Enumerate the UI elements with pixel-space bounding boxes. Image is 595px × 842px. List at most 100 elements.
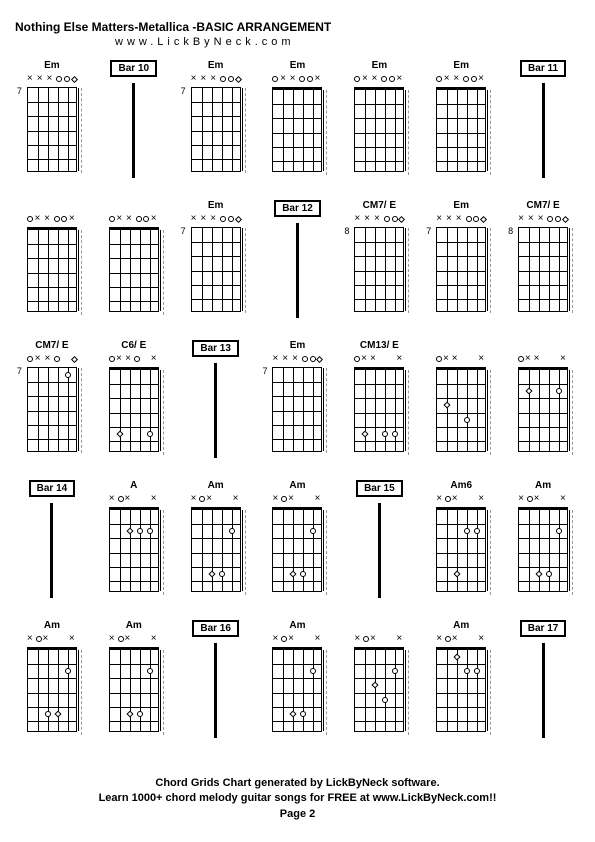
string-marker	[272, 636, 280, 644]
markers-row	[272, 496, 322, 506]
string-marker	[361, 356, 369, 364]
string-marker	[27, 216, 33, 222]
markers-row	[191, 216, 241, 226]
string-marker	[452, 356, 460, 364]
finger-dot	[219, 571, 225, 577]
bar-label: Bar 16	[192, 620, 239, 637]
fretboard	[272, 87, 322, 172]
string-marker	[452, 496, 460, 504]
markers-row	[518, 216, 568, 226]
markers-row	[27, 76, 77, 86]
bar-label: Bar 12	[274, 200, 321, 217]
string-marker	[354, 216, 362, 224]
finger-dot	[126, 528, 133, 535]
string-marker	[272, 496, 280, 504]
string-marker	[560, 496, 568, 504]
finger-dot	[444, 402, 451, 409]
chord-cell: Am	[97, 620, 171, 748]
string-marker	[228, 76, 234, 82]
chord-label: Em	[44, 60, 60, 74]
page-title: Nothing Else Matters-Metallica -BASIC AR…	[15, 20, 580, 34]
markers-row	[436, 356, 486, 366]
fret-position: 7	[181, 86, 186, 96]
fret-position: 7	[17, 86, 22, 96]
chord-cell: Em7	[179, 200, 253, 328]
fret-position: 7	[181, 226, 186, 236]
chord-diagram: 7	[272, 356, 322, 452]
fret-position: 7	[426, 226, 431, 236]
finger-dot	[147, 431, 153, 437]
string-marker	[125, 356, 133, 364]
fretboard	[436, 227, 486, 312]
string-marker	[215, 496, 223, 504]
page-url: www.LickByNeck.com	[115, 36, 580, 48]
chord-diagram	[436, 76, 486, 172]
string-marker	[69, 636, 77, 644]
string-marker	[297, 496, 305, 504]
markers-row	[354, 356, 404, 366]
fretboard	[109, 647, 159, 732]
chord-label: Em	[453, 200, 469, 214]
fret-position: 8	[508, 226, 513, 236]
chord-cell: Am6	[424, 480, 498, 608]
string-marker	[235, 76, 242, 83]
bar-line	[542, 83, 545, 178]
chord-cell	[97, 200, 171, 328]
footer-line2: Learn 1000+ chord melody guitar songs fo…	[0, 791, 595, 806]
chord-label: Am6	[450, 480, 472, 494]
markers-row	[436, 636, 486, 646]
string-marker	[379, 356, 387, 364]
string-marker	[436, 496, 444, 504]
chord-cell: Em7	[179, 60, 253, 188]
chord-label: CM7/ E	[526, 200, 559, 214]
finger-dot	[392, 668, 398, 674]
bar-label: Bar 15	[356, 480, 403, 497]
string-marker	[396, 636, 404, 644]
finger-dot	[147, 528, 153, 534]
chord-cell: Em 7	[15, 60, 89, 188]
string-marker	[307, 76, 313, 82]
chord-label: CM7/ E	[35, 340, 68, 354]
string-marker	[364, 216, 372, 224]
string-marker	[151, 496, 159, 504]
chord-cell: Em	[424, 60, 498, 188]
fretboard	[27, 647, 77, 732]
markers-row	[354, 636, 404, 646]
fretboard	[518, 227, 568, 312]
bar-line	[50, 503, 53, 598]
string-marker	[143, 216, 149, 222]
bar-marker: Bar 11	[506, 60, 580, 188]
bar-marker: Bar 15	[342, 480, 416, 608]
finger-dot	[65, 668, 71, 674]
string-marker	[109, 496, 117, 504]
fretboard	[109, 507, 159, 592]
string-marker	[306, 496, 314, 504]
chord-label: Am	[126, 620, 142, 634]
chord-label: Am	[44, 620, 60, 634]
string-marker	[452, 636, 460, 644]
string-marker	[280, 76, 288, 84]
fretboard	[354, 647, 404, 732]
string-marker	[444, 76, 452, 84]
chord-diagram: 7	[191, 216, 241, 312]
string-marker	[518, 496, 526, 504]
finger-dot	[362, 430, 369, 437]
string-marker	[64, 76, 70, 82]
chord-diagram	[354, 356, 404, 452]
chord-diagram	[109, 356, 159, 452]
chord-diagram: 8	[354, 216, 404, 312]
string-marker	[363, 636, 369, 642]
string-marker	[61, 216, 67, 222]
bar-marker: Bar 13	[179, 340, 253, 468]
chord-label: Am	[208, 480, 224, 494]
chord-diagram: 7	[191, 76, 241, 172]
chord-label: Am	[289, 620, 305, 634]
string-marker	[354, 76, 360, 82]
chord-label: A	[130, 480, 137, 494]
string-marker	[124, 496, 132, 504]
string-marker	[272, 356, 280, 364]
string-marker	[560, 356, 568, 364]
fretboard	[191, 507, 241, 592]
string-marker	[51, 636, 59, 644]
fretboard	[518, 367, 568, 452]
